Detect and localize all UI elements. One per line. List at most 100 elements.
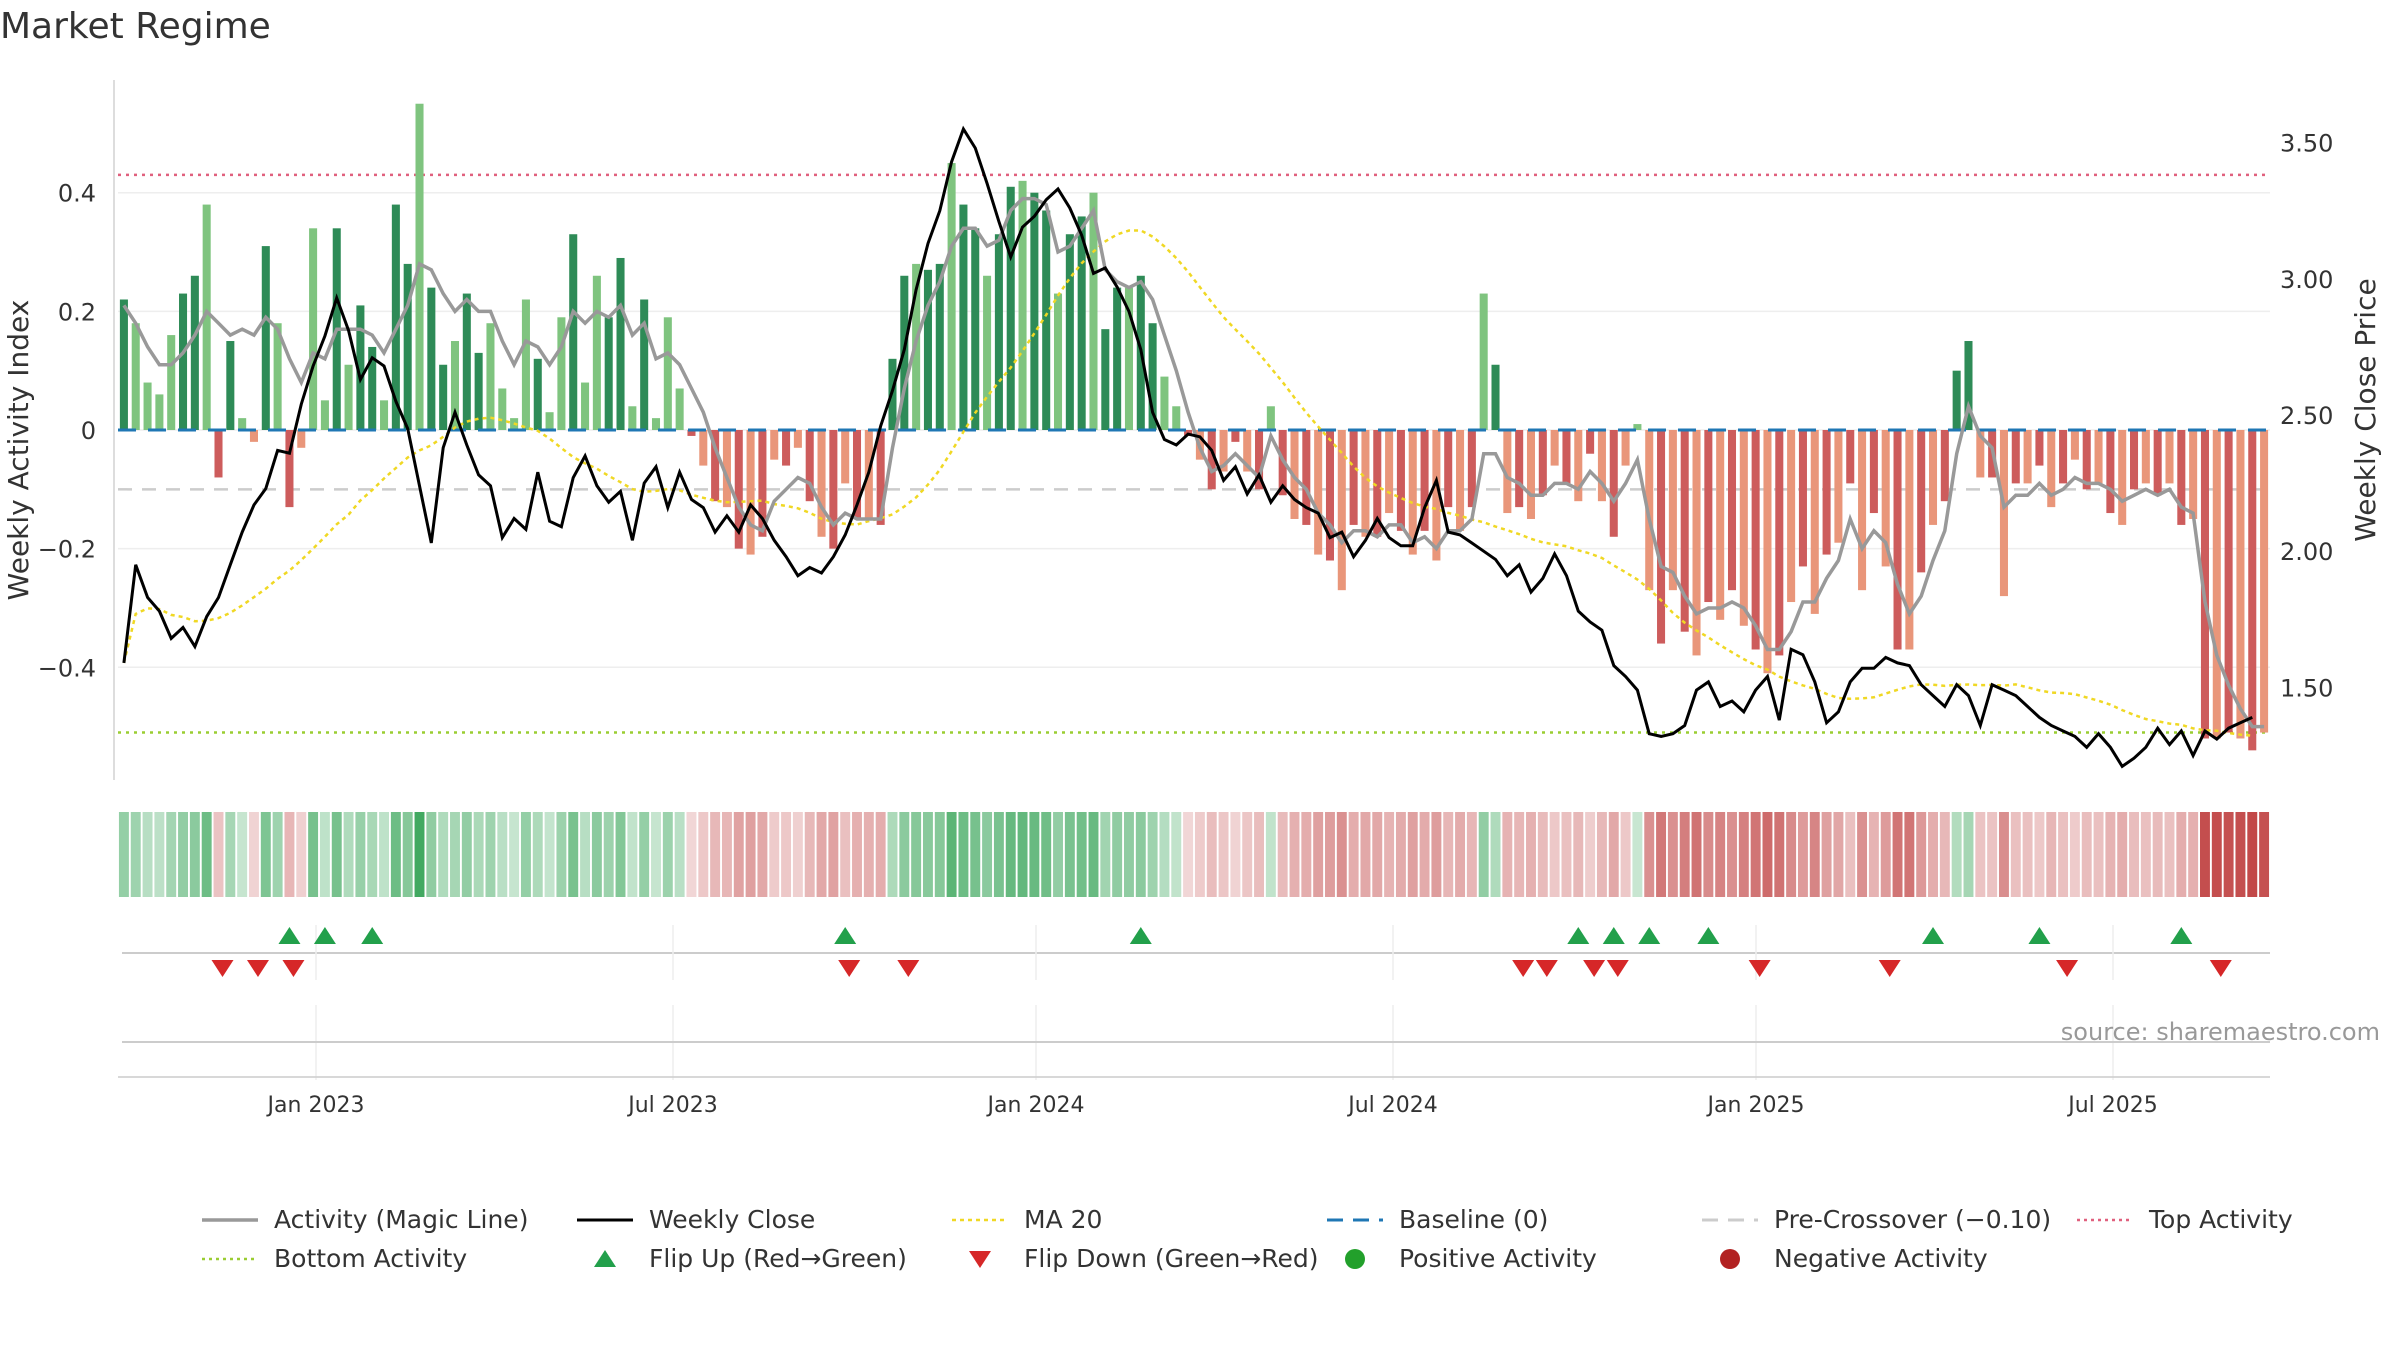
heatmap-cell: [1750, 812, 1761, 897]
activity-bar: [297, 430, 306, 448]
heatmap-cell: [1975, 812, 1986, 897]
heatmap-cell: [402, 812, 413, 897]
activity-bar: [2141, 430, 2150, 484]
activity-bar: [1609, 430, 1618, 537]
heatmap-cell: [1265, 812, 1276, 897]
activity-bar: [1219, 430, 1228, 472]
heatmap-cell: [426, 812, 437, 897]
heatmap-cell: [225, 812, 236, 897]
activity-bar: [746, 430, 755, 555]
activity-bar: [521, 299, 530, 430]
activity-bar: [214, 430, 223, 478]
activity-bar: [545, 412, 554, 430]
activity-bar: [1668, 430, 1677, 591]
x-tick-label: Jul 2025: [2066, 1093, 2158, 1118]
heatmap-cell: [1892, 812, 1903, 897]
activity-bar: [616, 257, 625, 430]
heatmap-cell: [2117, 812, 2128, 897]
heatmap-cell: [828, 812, 839, 897]
heatmap-cell: [2058, 812, 2069, 897]
activity-bar: [1928, 430, 1938, 525]
heatmap-cell: [2211, 812, 2222, 897]
activity-bar: [2248, 430, 2257, 751]
heatmap-cell: [710, 812, 721, 897]
activity-bar: [2189, 430, 2198, 519]
heatmap-cell: [1041, 812, 1052, 897]
heatmap-cell: [1620, 812, 1631, 897]
heatmap-cell: [1573, 812, 1584, 897]
activity-bar: [1633, 424, 1642, 430]
activity-bar: [119, 299, 128, 430]
activity-bar: [1337, 430, 1346, 591]
activity-bar: [604, 317, 613, 430]
heatmap-cell: [1821, 812, 1832, 897]
activity-bar: [486, 323, 495, 430]
heatmap-cell: [1171, 812, 1182, 897]
activity-bar: [1373, 430, 1382, 537]
activity-bar: [1680, 430, 1689, 632]
legend-symbol: [2077, 1218, 2133, 1221]
heatmap-cell: [189, 812, 200, 897]
heatmap-cell: [1017, 812, 1028, 897]
heatmap-cell: [1443, 812, 1454, 897]
activity-bar: [2153, 430, 2162, 496]
activity-bar: [1645, 430, 1654, 591]
heatmap-cell: [721, 812, 732, 897]
heatmap-cell: [142, 812, 153, 897]
heatmap-cell: [1715, 812, 1726, 897]
heatmap-cell: [662, 812, 673, 897]
heatmap-cell: [922, 812, 933, 897]
activity-bar: [309, 228, 318, 430]
heatmap-cell: [1632, 812, 1643, 897]
ma20-line: [122, 229, 2253, 737]
chart-legend: Activity (Magic Line) Weekly Close MA 20 Ba…: [200, 1205, 2350, 1273]
x-tick-label: Jan 2025: [1706, 1093, 1805, 1118]
legend-label: Flip Up (Red→Green): [649, 1244, 907, 1273]
heatmap-cell: [1880, 812, 1891, 897]
heatmap-cell: [213, 812, 224, 897]
activity-bar: [391, 204, 400, 430]
activity-bar: [687, 430, 696, 436]
activity-bar: [782, 430, 791, 466]
heatmap-cell: [651, 812, 661, 897]
activity-bar: [1621, 430, 1630, 466]
heatmap-cell: [237, 812, 248, 897]
activity-bar: [1657, 430, 1666, 644]
heatmap-cell: [272, 812, 283, 897]
activity-bar: [1775, 430, 1784, 656]
activity-bar: [2130, 430, 2139, 490]
heatmap-cell: [1667, 812, 1678, 897]
heatmap-cell: [615, 812, 626, 897]
activity-bar: [190, 275, 199, 430]
heatmap-cell: [2200, 812, 2210, 897]
heatmap-cell: [473, 812, 484, 897]
activity-bar: [1113, 287, 1122, 430]
legend-item: Negative Activity: [1700, 1244, 2075, 1273]
activity-bar: [675, 388, 684, 430]
activity-bar: [2023, 430, 2032, 484]
heatmap-cell: [745, 812, 756, 897]
heatmap-cell: [1963, 812, 1974, 897]
heatmap-cell: [1762, 812, 1773, 897]
activity-bar: [1704, 430, 1713, 603]
heatmap-cell: [2259, 812, 2270, 897]
activity-bar: [498, 388, 507, 430]
activity-bar: [1538, 430, 1547, 496]
activity-bar: [2236, 430, 2245, 739]
heatmap-cell: [1987, 812, 1998, 897]
activity-bar: [758, 430, 767, 537]
heatmap-cell: [260, 812, 271, 897]
activity-bar: [1597, 430, 1606, 502]
heatmap-cell: [1100, 812, 1111, 897]
weekly-close-line: [122, 125, 2253, 769]
heatmap-cell: [331, 812, 342, 897]
activity-bar: [1858, 430, 1867, 591]
flip-down-marker: [2209, 960, 2232, 977]
activity-bar: [651, 418, 661, 430]
activity-bar: [2035, 430, 2044, 466]
heatmap-cell: [2046, 812, 2057, 897]
heatmap-cell: [1419, 812, 1430, 897]
heatmap-cell: [1053, 812, 1063, 897]
heatmap-cell: [1833, 812, 1844, 897]
